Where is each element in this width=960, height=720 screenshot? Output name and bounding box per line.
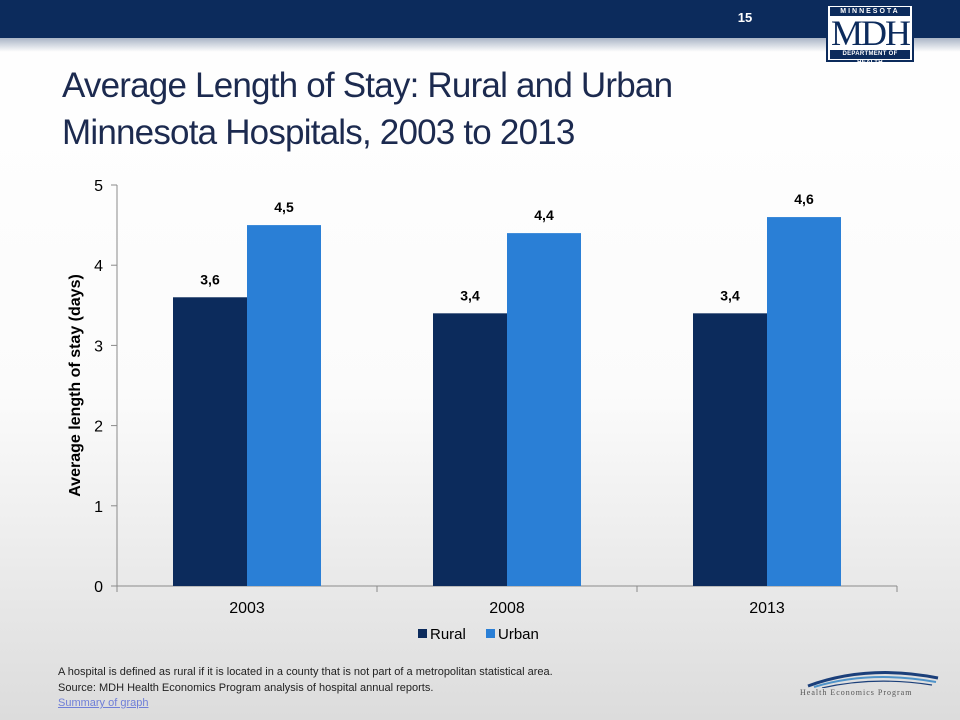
x-tick-label: 2003	[229, 600, 265, 617]
y-axis-title: Average length of stay (days)	[67, 274, 84, 497]
data-label: 3,4	[460, 287, 480, 303]
data-label: 4,4	[534, 207, 554, 223]
page-number: 15	[737, 10, 753, 25]
legend-label-rural: Rural	[430, 626, 466, 643]
mdh-logo: MINNESOTA MDH DEPARTMENT OF HEALTH	[826, 4, 914, 66]
data-label: 4,5	[274, 199, 294, 215]
y-tick-label: 0	[94, 579, 103, 596]
x-tick-label: 2008	[489, 600, 525, 617]
slide-title: Average Length of Stay: Rural and Urban …	[62, 66, 673, 152]
legend-swatch-rural	[418, 629, 427, 638]
health-economics-program-text: Health Economics Program	[800, 688, 913, 697]
bar-rural-2013	[693, 313, 767, 586]
legend-swatch-urban	[486, 629, 495, 638]
summary-of-graph-link[interactable]: Summary of graph	[58, 697, 149, 709]
y-tick-label: 3	[94, 338, 103, 355]
health-economics-program-logo: Health Economics Program	[788, 666, 948, 706]
top-banner	[0, 0, 960, 38]
bar-rural-2003	[173, 297, 247, 586]
y-tick-label: 2	[94, 419, 103, 436]
footnote-source: Source: MDH Health Economics Program ana…	[58, 681, 434, 694]
health-economics-program-swoosh-icon	[807, 671, 939, 689]
footnote: A hospital is defined as rural if it is …	[58, 665, 758, 712]
mdh-logo-main-text: MDH	[830, 13, 911, 53]
legend-label-urban: Urban	[498, 626, 539, 643]
y-tick-label: 1	[94, 499, 103, 516]
mdh-logo-top-text: MINNESOTA	[830, 7, 910, 16]
data-label: 3,6	[200, 271, 220, 287]
mdh-logo-bottom-text: DEPARTMENT OF HEALTH	[830, 50, 910, 66]
footnote-definition: A hospital is defined as rural if it is …	[58, 666, 553, 678]
data-label: 3,4	[720, 287, 740, 303]
bar-urban-2008	[507, 233, 581, 586]
y-tick-label: 5	[94, 178, 103, 195]
x-tick-label: 2013	[749, 600, 785, 617]
y-tick-label: 4	[94, 258, 103, 275]
top-banner-shadow	[0, 38, 960, 52]
data-label: 4,6	[794, 191, 814, 207]
bar-urban-2003	[247, 225, 321, 586]
bar-rural-2008	[433, 313, 507, 586]
bar-urban-2013	[767, 217, 841, 586]
